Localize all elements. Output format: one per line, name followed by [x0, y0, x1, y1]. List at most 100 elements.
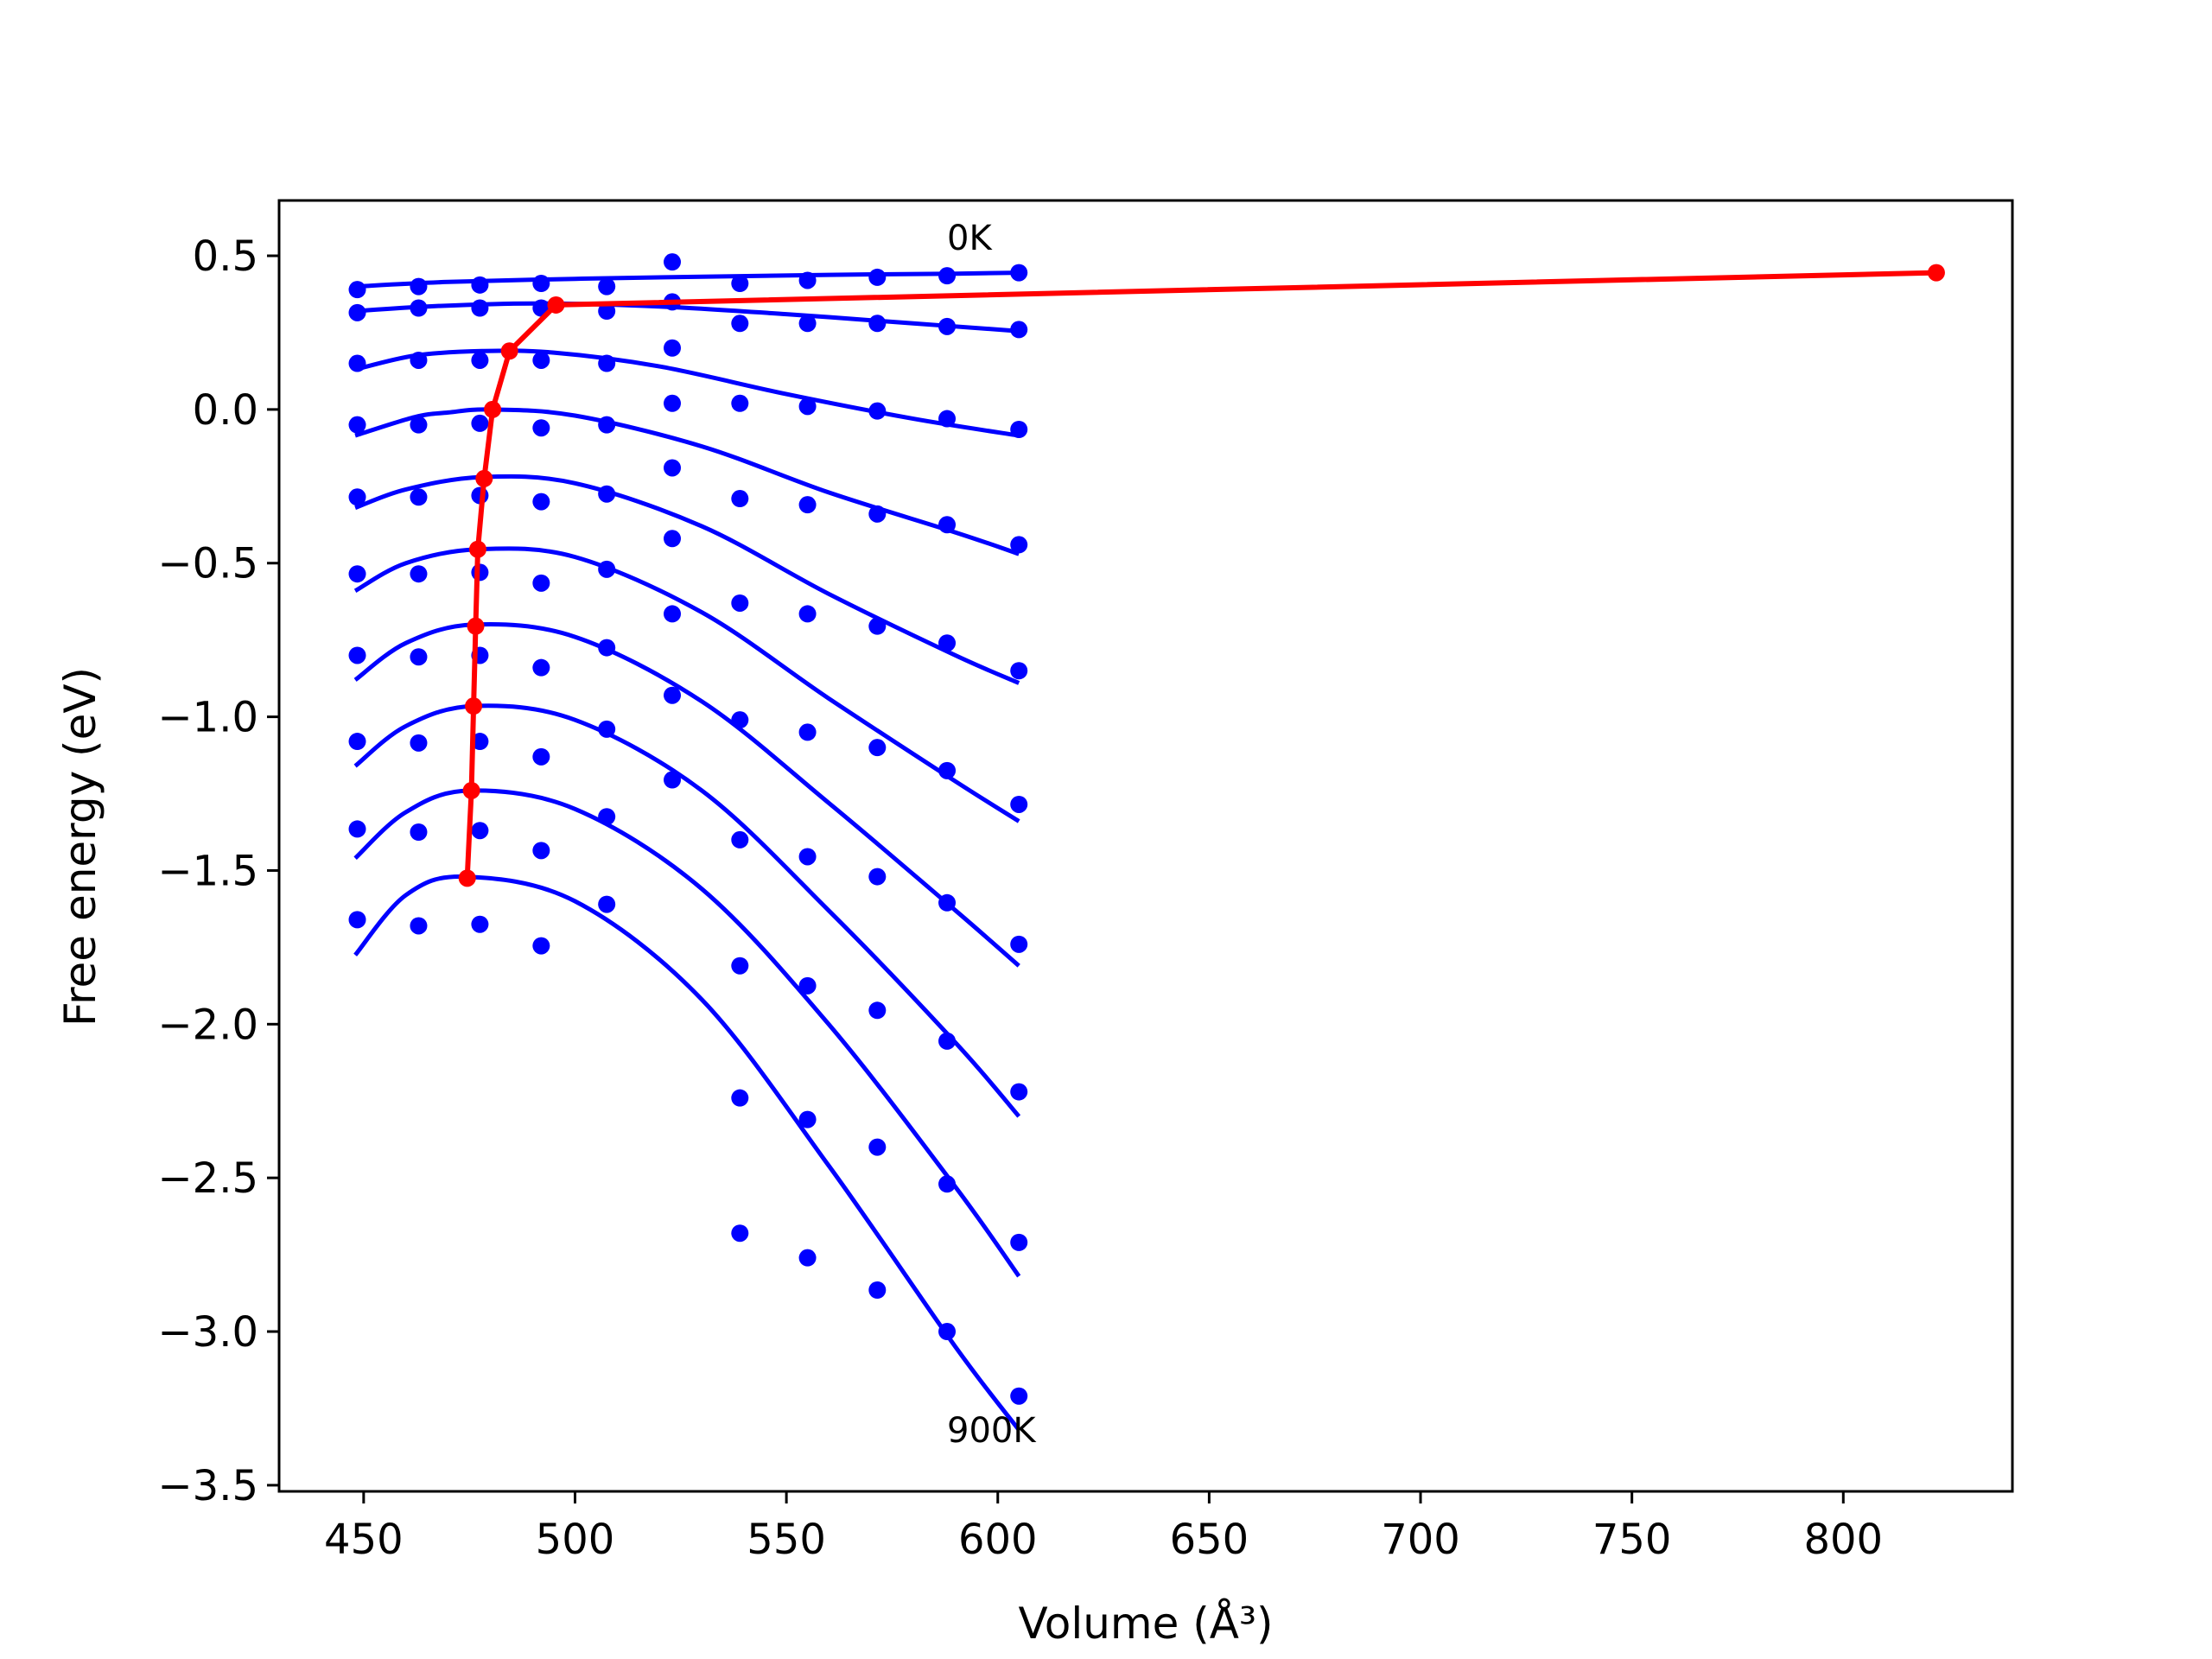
- fit-curve-0: [354, 270, 1020, 289]
- data-point: [471, 276, 489, 294]
- fit-curve-6: [353, 621, 1020, 968]
- data-point: [1010, 1387, 1028, 1405]
- data-point: [938, 761, 957, 779]
- data-point: [598, 485, 616, 503]
- data-point: [348, 303, 366, 321]
- data-point: [410, 565, 428, 583]
- data-point: [731, 830, 749, 849]
- data-point: [532, 574, 550, 592]
- data-point: [348, 911, 366, 929]
- data-point: [798, 848, 817, 866]
- data-point: [598, 720, 616, 738]
- temperature-label: 0K: [947, 219, 993, 258]
- data-point: [798, 271, 817, 289]
- data-point: [664, 339, 682, 357]
- data-point: [471, 351, 489, 369]
- data-point: [348, 488, 366, 506]
- y-tick-label: −1.0: [157, 694, 258, 742]
- data-point: [868, 1001, 887, 1020]
- x-tick-label: 650: [1170, 1516, 1249, 1564]
- data-point: [868, 868, 887, 886]
- data-point: [731, 957, 749, 975]
- minimum-path-point: [547, 296, 565, 314]
- y-tick-label: −2.5: [157, 1154, 258, 1203]
- y-axis-ticks: 0.5 0.0 −0.5 −1.0 −1.5 −2.0 −2.5 −3.0 −3.5: [157, 232, 279, 1510]
- data-point: [731, 315, 749, 333]
- data-point: [798, 397, 817, 416]
- data-point: [798, 1110, 817, 1128]
- data-point: [731, 1089, 749, 1107]
- data-point: [868, 1281, 887, 1300]
- y-tick-label: −3.5: [157, 1462, 258, 1510]
- data-point: [731, 594, 749, 612]
- data-point: [798, 315, 817, 333]
- data-point: [938, 267, 957, 285]
- data-point: [731, 394, 749, 412]
- data-point: [868, 1138, 887, 1156]
- fit-curve-9: [353, 874, 1021, 1432]
- data-point: [664, 605, 682, 623]
- data-point: [598, 895, 616, 913]
- data-point: [938, 516, 957, 534]
- x-tick-label: 550: [747, 1516, 826, 1564]
- data-point: [731, 490, 749, 508]
- data-point: [532, 747, 550, 766]
- data-point: [598, 354, 616, 372]
- minimum-path-point: [462, 781, 480, 799]
- data-point: [1010, 1233, 1028, 1251]
- minimum-path-point: [467, 617, 485, 635]
- data-point: [532, 351, 550, 369]
- data-point: [868, 739, 887, 757]
- minimum-path-point: [500, 342, 518, 360]
- data-point: [731, 711, 749, 729]
- data-point: [798, 496, 817, 514]
- x-tick-label: 800: [1803, 1516, 1883, 1564]
- data-point: [731, 1224, 749, 1243]
- data-point: [410, 488, 428, 506]
- minimum-path-point: [1927, 264, 1945, 282]
- data-point: [471, 414, 489, 432]
- data-point: [1010, 536, 1028, 554]
- fit-curve-7: [353, 703, 1021, 1118]
- plot-frame: [277, 199, 2014, 1493]
- data-point: [1010, 264, 1028, 282]
- fit-curve-3: [354, 407, 1020, 556]
- data-point: [348, 646, 366, 664]
- data-point: [598, 808, 616, 826]
- minimum-path-point: [468, 540, 486, 558]
- data-point: [410, 823, 428, 841]
- annotations: 0K 900K: [947, 219, 1037, 1451]
- y-tick-label: −1.5: [157, 847, 258, 895]
- minimum-path-point: [458, 869, 476, 887]
- data-point: [598, 416, 616, 434]
- data-point: [798, 976, 817, 995]
- data-point: [868, 315, 887, 333]
- y-tick-label: −0.5: [157, 540, 258, 588]
- data-point: [410, 734, 428, 752]
- y-tick-label: 0.5: [193, 232, 258, 281]
- data-point: [598, 560, 616, 578]
- data-point: [938, 317, 957, 335]
- y-axis-title: Free energy (eV): [55, 667, 105, 1027]
- data-point: [348, 416, 366, 434]
- x-tick-label: 500: [536, 1516, 615, 1564]
- data-point: [938, 410, 957, 428]
- x-axis-ticks: 450 500 550 600 650 700 750 800: [324, 1491, 1883, 1564]
- data-point: [348, 281, 366, 299]
- data-point: [798, 1249, 817, 1267]
- data-point: [664, 459, 682, 477]
- data-point: [348, 565, 366, 583]
- y-tick-label: 0.0: [193, 386, 258, 435]
- data-point: [1010, 662, 1028, 680]
- fit-curves: [353, 270, 1021, 1432]
- data-point: [1010, 1083, 1028, 1101]
- data-point: [348, 733, 366, 751]
- data-point: [532, 937, 550, 955]
- data-point: [598, 277, 616, 296]
- data-point: [798, 605, 817, 623]
- data-point: [410, 648, 428, 666]
- data-point: [532, 419, 550, 437]
- fit-curve-1: [354, 301, 1020, 334]
- data-point: [471, 822, 489, 840]
